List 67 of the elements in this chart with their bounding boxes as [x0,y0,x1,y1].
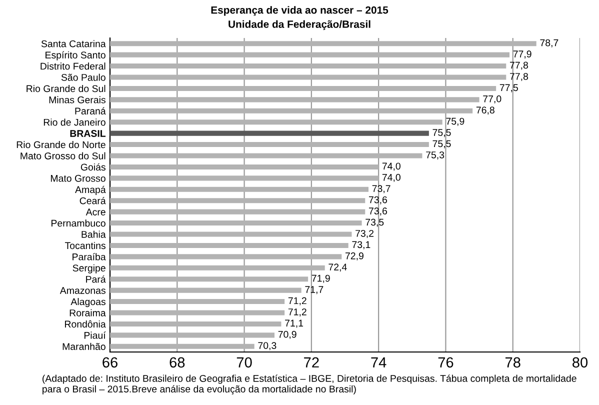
y-tick-label: BRASIL [70,130,106,137]
data-label: 75,3 [426,151,444,160]
data-label: 75,5 [432,129,451,138]
data-label: 70,9 [278,330,296,339]
chart-subtitle: Unidade da Federação/Brasil [228,20,370,30]
y-tick-label: Rio de Janeiro [44,118,106,126]
y-tick-label: Roraima [70,309,106,316]
data-label: 77,8 [510,62,528,70]
data-label: 76,8 [476,106,494,115]
x-tick-label: 80 [572,357,588,368]
y-tick-label: São Paulo [61,74,106,81]
y-tick-label: Bahia [82,230,106,238]
y-tick-label: Goiás [80,163,106,171]
x-tick-label: 66 [102,357,118,368]
y-tick-label: Santa Catarina [41,40,106,48]
y-tick-label: Rio Grande do Norte [16,141,106,148]
data-label: 71,1 [285,320,304,328]
data-label: 75,9 [446,118,464,126]
data-label: 73,2 [356,230,374,238]
data-label: 74,0 [382,174,400,182]
data-label: 72,4 [328,264,347,272]
x-tick-label: 76 [438,357,454,368]
y-tick-label: Distrito Federal [40,62,106,70]
x-tick-label: 70 [236,357,252,368]
y-tick-label: Paraíba [72,253,106,260]
x-tick-label: 74 [371,357,386,368]
x-tick-label: 68 [170,357,185,368]
data-label: 73,7 [372,185,390,194]
data-label: 75,5 [432,140,451,148]
y-tick-label: Maranhão [62,342,106,350]
y-tick-label: Amazonas [60,287,106,294]
data-label: 71,2 [288,297,306,306]
data-label: 71,2 [288,308,306,317]
y-tick-label: Piauí [84,332,106,339]
y-tick-label: Pará [86,275,106,283]
data-label: 77,0 [483,95,502,104]
text: (Adaptado de: Instituto Brasileiro de Geografia e Estatística – IBGE, Diretoria de Pesquisas. Tábua completa de mortalidade para o Brasil – 2015.Breve análise da evolução da mortalidade no Brasil) [42,374,576,394]
y-tick-label: Rio Grande do Sul [26,84,106,92]
x-tick-label: 78 [505,357,520,368]
y-tick-label: Minas Gerais [49,96,106,104]
data-label: 77,8 [510,72,528,82]
data-label: 74,0 [382,162,400,171]
data-label: 71,9 [312,274,330,283]
x-tick-label: 72 [304,357,319,368]
y-tick-label: Tocantins [64,242,106,250]
y-tick-label: Ceará [80,196,106,204]
data-label: 73,6 [369,208,387,216]
y-tick-label: Amapá [75,186,106,195]
data-label: 71,7 [305,286,324,294]
y-tick-label: Sergipe [72,264,106,274]
y-tick-label: Pernambuco [52,220,106,227]
data-label: 70,3 [258,342,276,350]
y-tick-label: Alagoas [70,298,106,308]
data-label: 78,7 [540,39,558,48]
data-label: 72,9 [346,252,364,260]
data-label: 77,5 [500,84,518,92]
chart-title: Esperança de vida ao nascer – 2015 [211,6,388,16]
data-label: 73,5 [366,218,384,227]
y-tick-label: Paraná [75,107,106,115]
data-label: 73,6 [369,196,387,204]
data-label: 77,9 [513,50,532,59]
data-label: 73,1 [352,241,370,250]
y-tick-label: Acre [86,208,106,216]
y-tick-label: Rondônia [65,320,106,328]
y-tick-label: Mato Grosso do Sul [20,152,106,160]
y-tick-label: Espírito Santo [46,51,106,60]
y-tick-label: Mato Grosso [50,174,106,182]
